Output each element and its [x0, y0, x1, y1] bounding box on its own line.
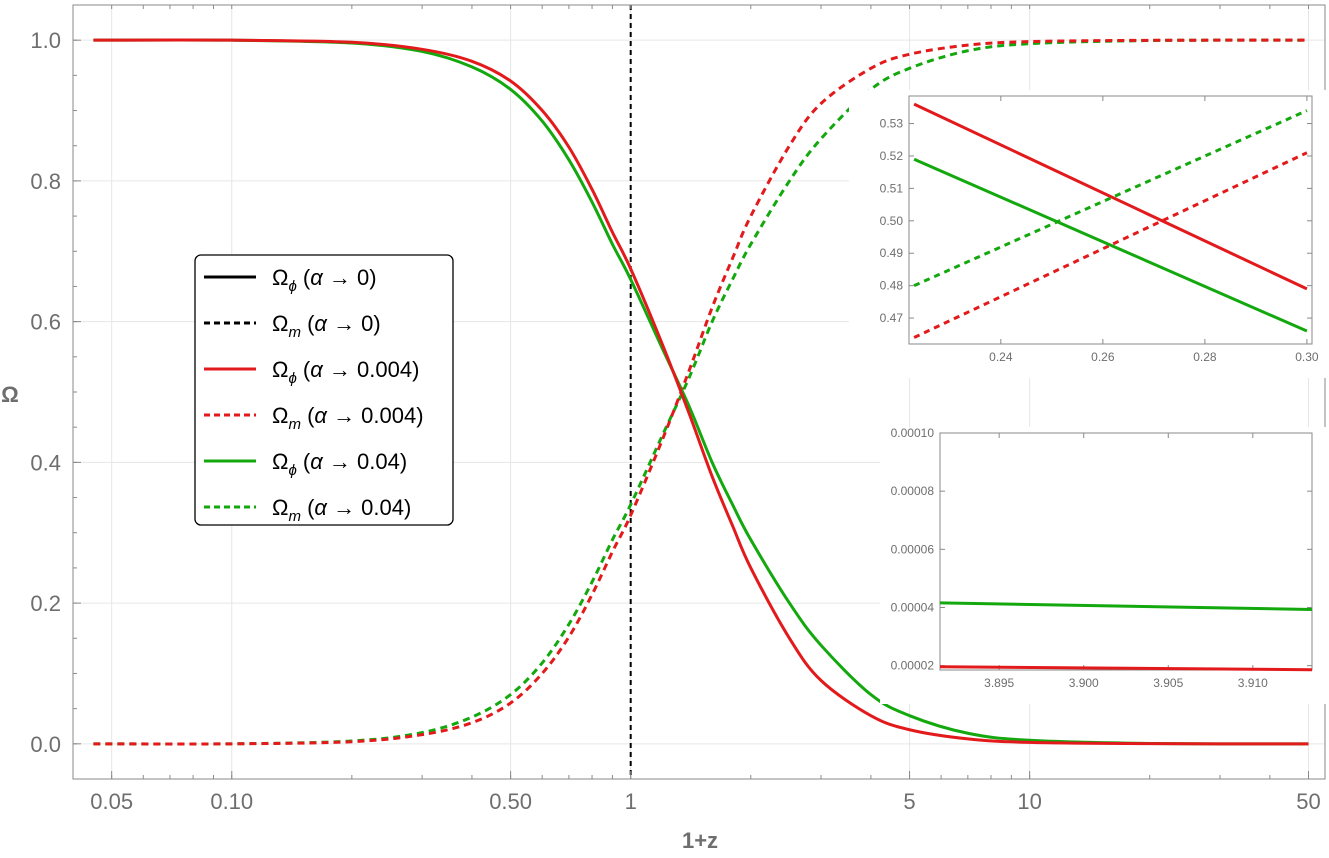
inset-top-y-tick-label: 0.49: [880, 246, 904, 260]
x-tick-label: 1: [625, 789, 637, 814]
inset-top-x-tick-label: 0.24: [989, 350, 1013, 364]
legend-label-phi_04: Ωϕ (α → 0.04): [272, 449, 407, 479]
inset-bottom-y-tick-label: 0.00006: [891, 542, 935, 556]
inset-top: 0.24 0.26 0.28 0.30 0.47 0.48 0.49 0.50 0.51 0.52…: [849, 90, 1327, 378]
inset-top-line: [913, 102, 1308, 291]
x-axis-title: 1+z: [682, 828, 718, 853]
series-line-m_004: [93, 38, 1309, 746]
inset-bottom-y-tick-label: 0.00004: [891, 600, 935, 614]
inset-bottom-x-tick-label: 3.910: [1238, 676, 1268, 690]
inset-top-y-tick-label: 0.48: [880, 279, 904, 293]
x-tick-label: 0.10: [210, 789, 253, 814]
inset-bottom-x-tick-label: 3.895: [984, 676, 1014, 690]
inset-top-line: [913, 157, 1308, 333]
x-tick-label: 0.05: [90, 789, 133, 814]
y-tick-label: 1.0: [30, 28, 61, 53]
main-plot-lines: [93, 5, 1309, 779]
inset-top-x-tick-label: 0.26: [1091, 350, 1115, 364]
ticks: 0.05 0.10 0.50 1 5 10 50 0.0 0.2 0.4 0.6 0.8 1.0: [30, 5, 1321, 814]
legend: Ωϕ (α → 0) Ωm (α → 0) Ωϕ (α → 0.004) Ωm (α …: [194, 254, 454, 526]
inset-bottom-line: [939, 665, 1313, 672]
y-tick-label: 0.2: [30, 591, 61, 616]
legend-label-m_0: Ωm (α → 0): [272, 311, 381, 341]
inset-bottom: 3.895 3.900 3.905 3.910 0.00002 0.00004 0.0000…: [880, 426, 1327, 704]
legend-label-phi_004: Ωϕ (α → 0.004): [272, 357, 419, 387]
inset-bottom-y-tick-label: 0.00002: [891, 659, 935, 673]
inset-top-y-tick-label: 0.47: [880, 311, 904, 325]
y-tick-label: 0.0: [30, 732, 61, 757]
inset-bottom-x-tick-label: 3.905: [1153, 676, 1183, 690]
legend-label-m_004: Ωm (α → 0.004): [272, 403, 424, 433]
inset-top-y-tick-label: 0.52: [880, 149, 904, 163]
y-tick-label: 0.8: [30, 169, 61, 194]
legend-label-m_04: Ωm (α → 0.04): [272, 495, 411, 525]
inset-top-line: [913, 109, 1308, 288]
x-tick-label: 5: [903, 789, 915, 814]
inset-top-y-tick-label: 0.50: [880, 214, 904, 228]
inset-bottom-frame: [939, 432, 1313, 671]
inset-top-y-tick-label: 0.51: [880, 181, 904, 195]
y-tick-label: 0.4: [30, 450, 61, 475]
legend-label-phi_0: Ωϕ (α → 0): [272, 265, 377, 295]
inset-top-x-tick-label: 0.28: [1193, 350, 1217, 364]
x-tick-label: 0.50: [489, 789, 532, 814]
inset-bottom-y-tick-label: 0.00010: [891, 426, 935, 440]
inset-bottom-x-tick-label: 3.900: [1069, 676, 1099, 690]
inset-bottom-background: [880, 427, 1327, 704]
inset-bottom-y-tick-label: 0.00008: [891, 484, 935, 498]
y-axis-title: Ω: [1, 382, 19, 407]
inset-bottom-line: [939, 601, 1313, 612]
x-tick-label: 10: [1017, 789, 1041, 814]
inset-top-y-tick-label: 0.53: [880, 117, 904, 131]
y-tick-label: 0.6: [30, 310, 61, 335]
inset-top-frame: [908, 95, 1313, 345]
series-line-phi_004: [93, 38, 1309, 746]
inset-top-x-tick-label: 0.30: [1295, 350, 1319, 364]
x-tick-label: 50: [1296, 789, 1320, 814]
legend-box: [194, 254, 454, 526]
